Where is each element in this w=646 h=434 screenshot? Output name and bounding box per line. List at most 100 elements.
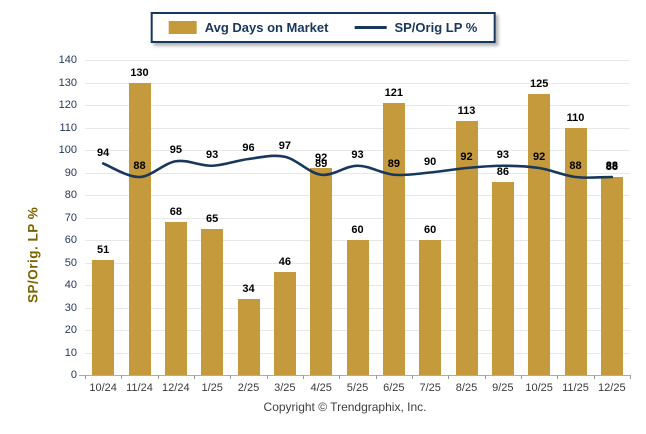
x-tick-mark [194,375,195,379]
avg-days-bar [419,240,442,375]
line-value-label: 92 [460,151,473,163]
bar-value-label: 121 [384,86,403,99]
avg-days-bar [201,228,224,375]
x-tick-mark [266,375,268,379]
y-tick-label: 90 [64,166,77,179]
x-tick-mark [593,375,595,379]
y-tick-label: 0 [70,369,77,381]
x-category-label: 11/24 [126,382,153,394]
line-value-label: 95 [169,144,182,157]
line-value-label: 88 [133,160,146,172]
line-value-label: 89 [387,157,400,170]
avg-days-bar [382,102,405,375]
avg-days-bar [564,127,587,375]
avg-days-bar [346,240,369,375]
x-category-label: 1/25 [201,382,223,394]
gridline [85,105,630,106]
line-value-label: 88 [569,160,582,172]
avg-days-bar [164,222,187,375]
bar-swatch-icon [168,21,197,34]
y-tick-label: 120 [58,99,77,111]
x-tick-mark [375,375,377,379]
x-category-label: 9/25 [492,382,514,394]
avg-days-bar [491,181,514,375]
chart-legend: Avg Days on Market SP/Orig LP % [150,12,496,43]
line-value-label: 90 [424,155,437,168]
gridline [85,127,630,129]
y-tick-label: 10 [64,346,77,359]
bar-value-label: 65 [206,212,219,225]
x-category-label: 8/25 [455,382,478,394]
bar-value-label: 113 [457,104,476,117]
avg-days-bar [455,120,478,375]
legend-item-sp-orig-lp: SP/Orig LP % [354,20,477,35]
line-value-label: 92 [533,151,546,163]
y-tick-label: 40 [64,279,77,291]
avg-days-bar [92,260,115,375]
bar-value-label: 130 [130,66,149,79]
bar-value-label: 92 [315,152,328,164]
bar-value-label: 68 [169,206,182,218]
x-category-label: 3/25 [274,382,296,394]
x-category-label: 2/25 [237,382,260,394]
line-value-label: 93 [496,148,509,161]
line-value-label: 89 [315,157,328,170]
bar-value-label: 110 [566,111,585,124]
copyright-text: Copyright © Trendgraphix, Inc. [263,400,427,414]
gridline [85,217,630,219]
gridline [85,195,630,196]
y-tick-label: 140 [58,54,77,66]
line-swatch-icon [354,26,387,29]
y-tick-label: 60 [64,234,77,246]
line-value-label: 96 [242,142,255,154]
bar-value-label: 46 [278,255,291,268]
avg-days-bar [237,298,260,375]
x-category-label: 10/24 [89,382,117,394]
avg-days-bar [128,82,151,375]
x-tick-mark [157,375,159,379]
y-tick-label: 50 [64,256,77,269]
x-axis-line [79,375,630,376]
x-tick-mark [339,375,341,379]
x-tick-mark [412,375,413,379]
line-value-label: 94 [97,146,110,159]
gridline [85,150,630,151]
y-tick-label: 100 [58,144,77,156]
x-category-label: 4/25 [310,382,332,394]
x-tick-mark [448,375,450,379]
legend-item-avg-days: Avg Days on Market [168,20,328,35]
y-tick-label: 80 [64,189,77,201]
line-value-label: 97 [278,139,291,152]
gridline [85,82,630,84]
x-category-label: 5/25 [346,382,369,394]
bar-value-label: 60 [424,224,437,236]
bar-value-label: 88 [605,161,618,173]
gridline [85,60,630,61]
y-tick-label: 130 [58,76,77,89]
bar-value-label: 86 [496,165,509,178]
bar-value-label: 51 [97,244,110,257]
x-category-label: 12/24 [162,382,190,394]
x-tick-mark [557,375,559,379]
avg-days-bar [273,271,296,375]
avg-days-bar [528,93,551,375]
x-tick-mark [630,375,631,379]
bar-value-label: 60 [351,224,364,236]
legend-label-sp-orig-lp: SP/Orig LP % [394,20,478,35]
avg-days-bar [310,168,333,375]
x-category-label: 11/25 [562,382,589,394]
line-value-label: 93 [206,148,219,161]
y-tick-label: 110 [59,121,77,134]
x-tick-mark [484,375,486,379]
x-category-label: 7/25 [419,382,441,394]
bar-value-label: 125 [529,77,549,90]
y-tick-label: 30 [64,301,77,314]
line-value-label: 88 [605,160,618,172]
x-category-label: 6/25 [383,382,405,394]
x-tick-mark [85,375,86,379]
line-value-label: 93 [351,148,364,161]
x-tick-mark [303,375,304,379]
y-tick-label: 20 [64,324,77,336]
x-category-label: 10/25 [525,382,553,394]
